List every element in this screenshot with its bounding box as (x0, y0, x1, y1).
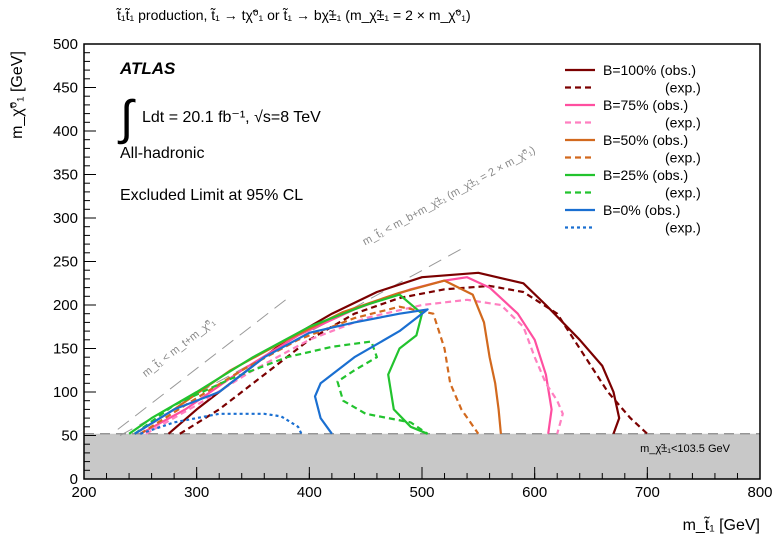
series-line (139, 305, 480, 435)
legend-label: (exp.) (665, 220, 701, 236)
legend-label: B=25% (obs.) (603, 167, 688, 183)
series-line (128, 293, 429, 435)
x-tick-label: 700 (635, 484, 660, 501)
y-tick-label: 500 (53, 36, 78, 53)
series-line (134, 308, 429, 435)
y-tick-label: 300 (53, 210, 78, 227)
y-tick-label: 150 (53, 341, 78, 358)
integral-sign: ∫ (117, 92, 136, 145)
y-tick-label: 100 (53, 384, 78, 401)
legend-label: (exp.) (665, 185, 701, 201)
x-tick-label: 800 (747, 484, 772, 501)
x-tick-label: 500 (409, 484, 434, 501)
x-tick-label: 300 (184, 484, 209, 501)
series-line (139, 412, 303, 435)
legend-label: (exp.) (665, 150, 701, 166)
y-axis-label: m_χ̃⁰₁ [GeV] (9, 51, 26, 139)
legend: B=100% (obs.)(exp.)B=75% (obs.)(exp.)B=5… (565, 62, 701, 236)
x-tick-label: 200 (71, 484, 96, 501)
confidence-level-label: Excluded Limit at 95% CL (120, 187, 303, 204)
x-axis-label: m_t̃₁ [GeV] (683, 515, 760, 534)
y-tick-label: 450 (53, 80, 78, 97)
series-line (179, 284, 649, 435)
chart-title: t̃₁t̃₁ production, t̃₁ → tχ̃⁰₁ or t̃₁ → … (116, 7, 471, 23)
y-tick-label: 250 (53, 254, 78, 271)
series-line (145, 298, 564, 435)
series-lines (128, 271, 649, 435)
kinematic-limit-label: m_t̃₁ < m_b+m_χ̃±₁ (m_χ̃±₁ = 2 × m_χ̃⁰₁) (360, 144, 537, 248)
kinematic-limit-line (117, 298, 288, 430)
excluded-band-label: m_χ̃±₁<103.5 GeV (640, 443, 730, 455)
legend-label: B=0% (obs.) (603, 202, 680, 218)
legend-label: (exp.) (665, 115, 701, 131)
experiment-label: ATLAS (119, 59, 176, 78)
x-tick-label: 400 (297, 484, 322, 501)
legend-label: B=50% (obs.) (603, 132, 688, 148)
y-tick-label: 0 (70, 471, 78, 488)
y-tick-label: 400 (53, 123, 78, 140)
legend-label: (exp.) (665, 80, 701, 96)
axis-ticks: 200 300 400 500 600 700 800 0 50 100 150 200 250 300 3… (53, 36, 773, 501)
y-tick-label: 50 (61, 428, 78, 445)
legend-label: B=100% (obs.) (603, 62, 696, 78)
legend-label: B=75% (obs.) (603, 97, 688, 113)
channel-label: All-hadronic (120, 145, 204, 162)
y-tick-label: 200 (53, 297, 78, 314)
x-tick-label: 600 (522, 484, 547, 501)
kinematic-limit-label: m_t̃₁ < m_t+m_χ̃⁰₁ (140, 316, 218, 380)
luminosity-label: Ldt = 20.1 fb⁻¹, √s=8 TeV (142, 109, 321, 126)
y-tick-label: 350 (53, 167, 78, 184)
